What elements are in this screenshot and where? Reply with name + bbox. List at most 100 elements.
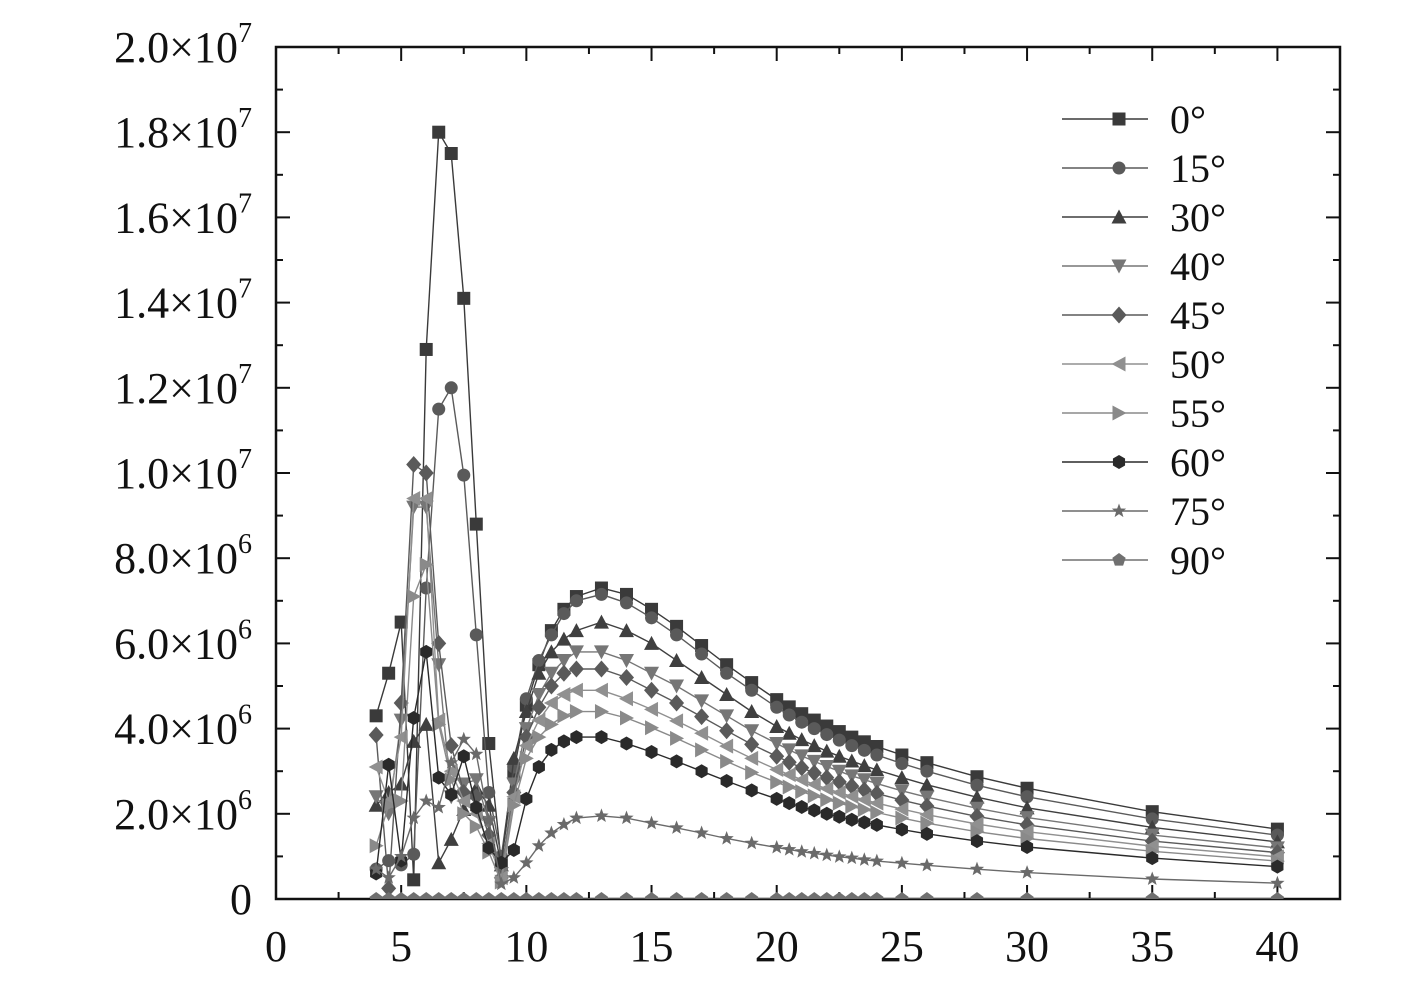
data-point (832, 733, 846, 747)
data-point (770, 791, 783, 806)
legend-entry: 75° (1062, 489, 1226, 534)
data-point (670, 628, 684, 642)
data-point (443, 737, 459, 755)
data-point (970, 778, 984, 792)
data-point (819, 781, 834, 797)
data-point (1271, 859, 1284, 874)
data-point (669, 820, 684, 834)
series-line (375, 621, 1278, 866)
data-point (406, 810, 421, 825)
data-point (769, 839, 784, 854)
data-point (869, 777, 885, 792)
data-point (1145, 871, 1160, 886)
y-tick-label: 2.0×107 (114, 18, 252, 72)
data-point (694, 669, 710, 684)
data-point (644, 681, 660, 699)
data-point (819, 769, 835, 787)
data-point (432, 770, 445, 785)
series-3 (368, 614, 1285, 872)
data-point (407, 847, 421, 861)
data-point (482, 892, 496, 899)
data-point (382, 892, 396, 899)
data-point (857, 892, 871, 899)
data-point (794, 749, 810, 764)
data-point (368, 726, 384, 744)
data-point (531, 688, 547, 703)
data-point (807, 845, 822, 860)
data-point (457, 468, 471, 482)
data-point (482, 786, 496, 799)
data-point (368, 790, 384, 805)
legend-label: 30° (1170, 195, 1226, 240)
data-point (420, 644, 433, 659)
data-point (695, 764, 708, 779)
y-tick-label: 1.8×107 (114, 103, 252, 157)
y-tick-exponent: 7 (238, 359, 252, 390)
data-point (406, 455, 422, 473)
series-10 (369, 892, 1285, 899)
data-point (770, 774, 785, 790)
plot-area (368, 125, 1285, 899)
data-point (831, 748, 847, 763)
legend-marker (1111, 356, 1126, 372)
data-point (770, 700, 784, 714)
data-point (820, 792, 835, 808)
data-point (969, 816, 984, 832)
data-point (369, 838, 384, 854)
data-point (1020, 892, 1034, 899)
data-point (856, 792, 871, 808)
data-point (544, 825, 559, 840)
legend-marker (1112, 405, 1127, 421)
data-point (593, 660, 609, 678)
data-point (531, 838, 547, 852)
data-point (807, 788, 822, 804)
data-point (531, 698, 547, 716)
data-point (719, 831, 734, 845)
data-point (808, 803, 821, 818)
data-point (720, 753, 735, 769)
y-tick-label: 1.0×107 (114, 444, 252, 498)
data-point (556, 664, 572, 682)
data-point (745, 892, 759, 899)
data-point (469, 517, 483, 531)
data-point (919, 857, 935, 872)
legend-entry: 90° (1062, 538, 1226, 583)
data-point (543, 666, 559, 681)
data-point (769, 737, 785, 752)
legend-marker (1111, 259, 1127, 274)
x-tick-label: 25 (880, 922, 924, 971)
data-point (844, 753, 860, 768)
data-point (406, 733, 422, 748)
data-point (431, 855, 447, 870)
data-point (969, 789, 985, 804)
data-point (856, 773, 872, 788)
data-point (858, 815, 871, 830)
data-point (568, 682, 583, 698)
series-9 (369, 731, 1285, 891)
data-point (794, 844, 809, 858)
data-point (869, 853, 884, 868)
data-point (457, 806, 472, 822)
data-point (819, 743, 835, 758)
data-point (556, 631, 572, 646)
data-point (494, 892, 508, 899)
legend-entry: 30° (1062, 195, 1226, 240)
data-point (481, 812, 496, 827)
data-point (806, 764, 822, 782)
data-point (543, 677, 559, 695)
data-point (895, 810, 910, 826)
data-point (719, 687, 735, 702)
y-tick-label: 1.2×107 (114, 359, 252, 413)
legend-label: 60° (1170, 440, 1226, 485)
data-point (719, 709, 735, 724)
y-tick-exponent: 7 (238, 188, 252, 219)
data-point (432, 716, 447, 732)
data-point (520, 791, 533, 806)
legend-entry: 0° (1062, 97, 1206, 142)
data-point (1270, 875, 1285, 890)
data-point (644, 666, 660, 681)
legend: 0°15°30°40°45°50°55°60°75°90° (1062, 97, 1226, 583)
data-point (669, 679, 685, 694)
x-tick-label: 30 (1005, 922, 1049, 971)
